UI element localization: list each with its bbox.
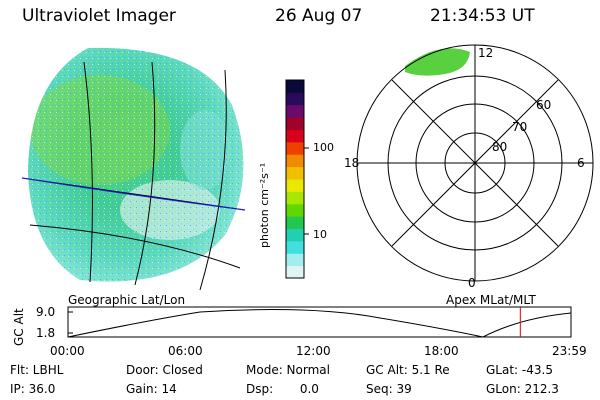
seq-status: Seq: 39	[366, 382, 412, 396]
instrument-title: Ultraviolet Imager	[22, 6, 176, 26]
altitude-curve	[67, 309, 572, 338]
colorbar-band	[286, 228, 304, 242]
colorbar-band	[286, 216, 304, 229]
mode-status: Mode: Normal	[246, 363, 330, 377]
auroral-oval-segment	[405, 48, 470, 76]
date-label: 26 Aug 07	[275, 6, 363, 26]
colorbar-band	[286, 179, 304, 192]
glat-status: GLat: -43.5	[486, 363, 553, 377]
mlat-60-label: 60	[536, 98, 552, 112]
mlat-80-label: 80	[492, 140, 508, 154]
terminator-line	[21, 177, 246, 211]
geo-caption: Geographic Lat/Lon	[68, 293, 186, 307]
colorbar-band	[286, 104, 304, 118]
colorbar-band	[286, 141, 304, 155]
alt-xtick-3: 18:00	[424, 344, 459, 358]
colorbar-band	[286, 240, 304, 254]
colorbar-tick-10: 10	[313, 228, 327, 241]
ip-status: IP: 36.0	[10, 382, 56, 396]
colorbar	[285, 79, 309, 279]
alt-ytick-bottom: 1.8	[36, 326, 56, 340]
dsp-status: Dsp: 0.0	[246, 382, 319, 396]
altitude-plot	[67, 306, 572, 338]
colorbar-band	[286, 253, 304, 267]
time-label: 21:34:53 UT	[430, 6, 535, 26]
colorbar-band	[286, 265, 304, 279]
flt-status: Flt: LBHL	[10, 363, 64, 377]
colorbar-tick-100: 100	[313, 141, 334, 154]
alt-ylabel: GC Alt	[12, 308, 26, 346]
colorbar-band	[286, 166, 304, 180]
colorbar-band	[286, 129, 304, 143]
colorbar-unit-label: photon cm⁻²s⁻¹	[258, 162, 271, 248]
polar-plot	[356, 44, 594, 282]
colorbar-band	[286, 203, 304, 217]
colorbar-band	[286, 154, 304, 168]
mlt-12-label: 12	[478, 46, 494, 60]
geographic-image	[21, 47, 246, 291]
colorbar-band	[286, 117, 304, 130]
alt-xtick-4: 23:59	[552, 344, 587, 358]
alt-xtick-2: 12:00	[296, 344, 331, 358]
mlt-0-label: 0	[468, 276, 476, 290]
colorbar-band	[286, 191, 304, 205]
gain-status: Gain: 14	[126, 382, 177, 396]
colorbar-band	[286, 80, 304, 93]
glon-status: GLon: 212.3	[486, 382, 559, 396]
door-status: Door: Closed	[126, 363, 203, 377]
alt-xtick-1: 06:00	[168, 344, 203, 358]
mlat-70-label: 70	[512, 120, 528, 134]
mlt-18-label: 18	[344, 156, 360, 170]
gc-alt-status: GC Alt: 5.1 Re	[366, 363, 450, 377]
polar-caption: Apex MLat/MLT	[446, 293, 536, 307]
colorbar-band	[286, 92, 304, 106]
mlt-6-label: 6	[577, 156, 585, 170]
alt-xtick-0: 00:00	[50, 344, 85, 358]
alt-ytick-top: 9.0	[36, 305, 56, 319]
